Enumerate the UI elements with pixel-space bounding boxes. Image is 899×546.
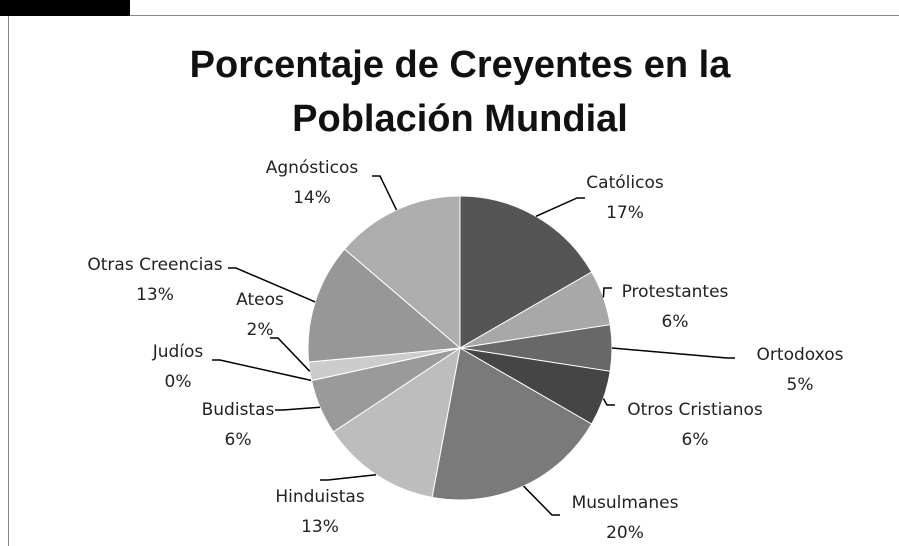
- leader-line: [270, 337, 311, 372]
- leader-line: [320, 473, 377, 481]
- slice-label: Agnósticos: [266, 158, 359, 178]
- pie-slice: [431, 347, 593, 501]
- slice-value-label: 0%: [165, 372, 192, 392]
- slice-label: Católicos: [586, 173, 664, 193]
- slice-label: Protestantes: [622, 282, 729, 302]
- slice-label: Hinduistas: [275, 487, 365, 507]
- leader-line: [372, 175, 398, 211]
- slice-value-label: 13%: [136, 285, 174, 305]
- leader-line: [228, 267, 316, 303]
- slice-label: Otras Creencias: [87, 255, 222, 275]
- pie-slice: [343, 195, 461, 350]
- leader-line: [212, 359, 312, 382]
- slice-value-label: 6%: [225, 430, 252, 450]
- slice-label: Budistas: [202, 400, 275, 420]
- slice-value-label: 6%: [662, 312, 689, 332]
- leader-line: [535, 197, 585, 218]
- leader-line: [602, 398, 615, 406]
- slice-value-label: 2%: [247, 320, 274, 340]
- slice-value-label: 6%: [682, 430, 709, 450]
- slice-label: Ortodoxos: [757, 345, 844, 365]
- slice-value-label: 5%: [787, 375, 814, 395]
- leader-line: [522, 485, 560, 516]
- slice-label: Otros Cristianos: [627, 400, 763, 420]
- leader-line: [602, 287, 612, 298]
- slice-label: Judíos: [152, 342, 204, 362]
- leader-line: [611, 347, 735, 359]
- slice-value-label: 17%: [606, 203, 644, 223]
- slice-label: Ateos: [236, 290, 284, 310]
- slice-label: Musulmanes: [572, 493, 679, 513]
- slice-value-label: 13%: [301, 517, 339, 537]
- chart-title: Porcentaje de Creyentes en la Población …: [189, 44, 731, 140]
- slice-value-label: 20%: [606, 523, 644, 543]
- slice-value-label: 14%: [293, 188, 331, 208]
- tab-bar: [0, 0, 130, 16]
- leader-line: [275, 406, 321, 411]
